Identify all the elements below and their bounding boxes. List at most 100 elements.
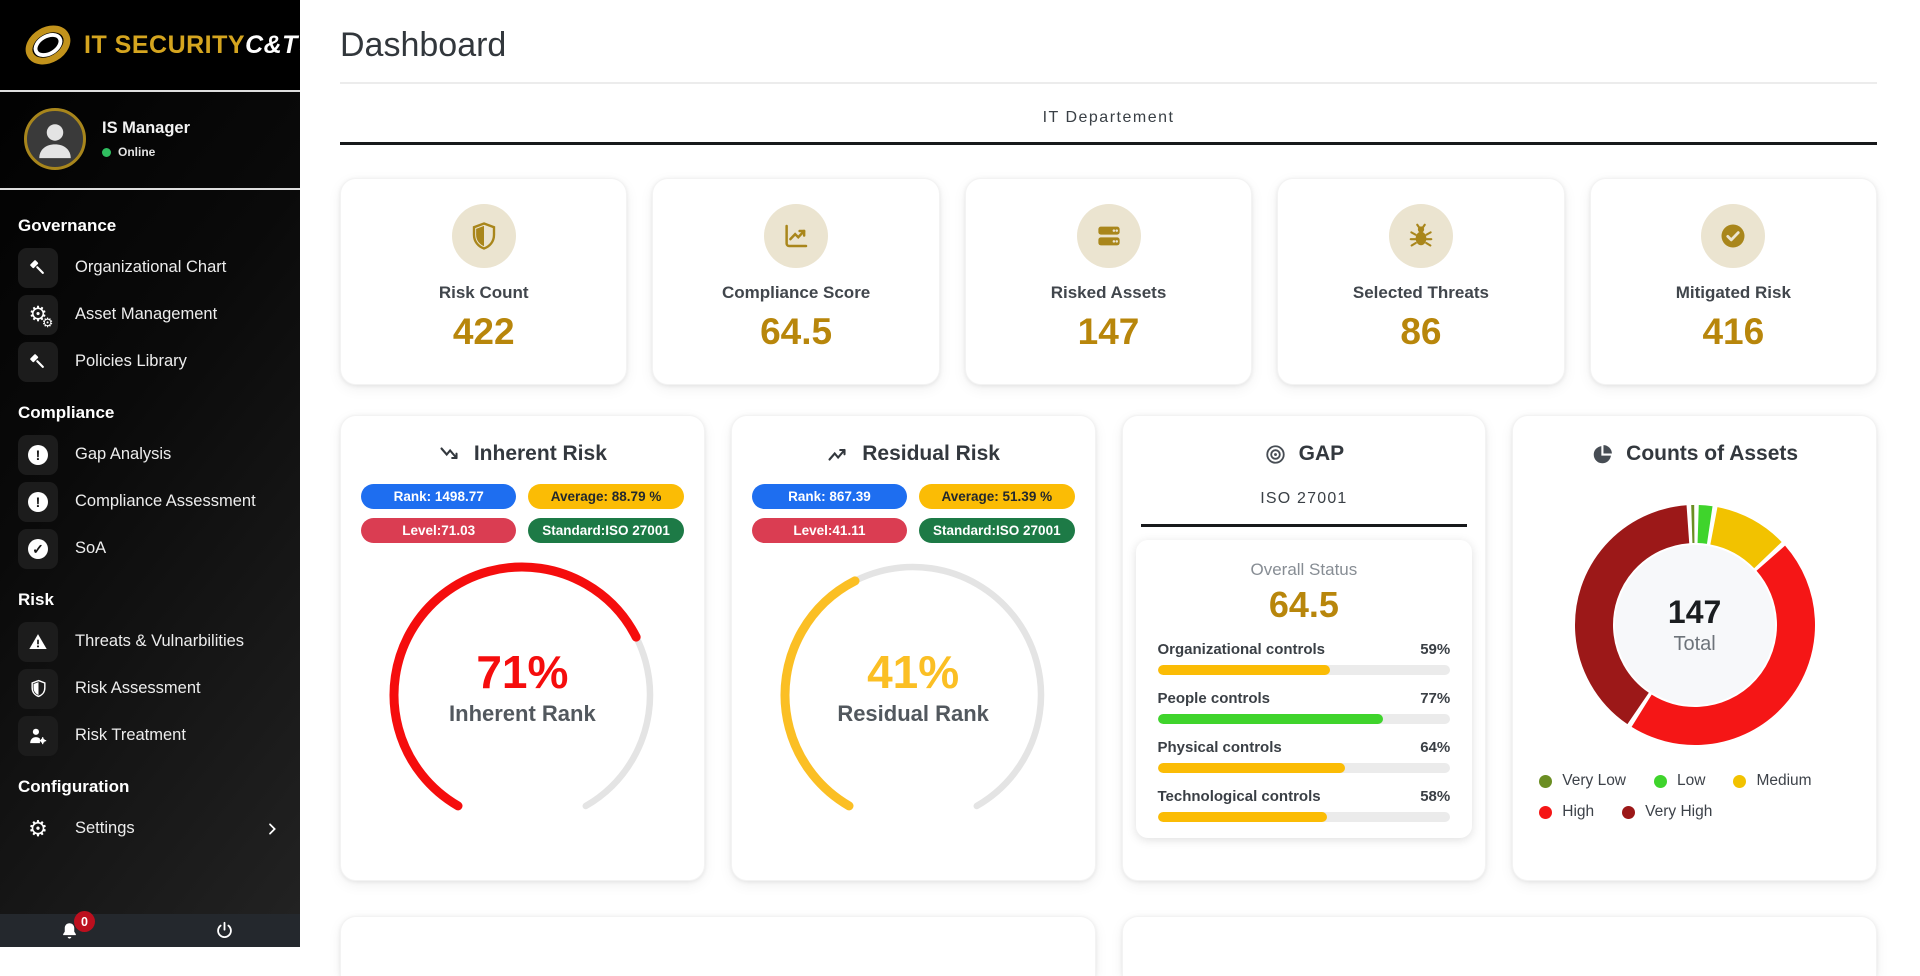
sidebar-item-gap-analysis[interactable]: ! Gap Analysis: [0, 431, 300, 478]
stat-card-risk-count: Risk Count 422: [340, 178, 628, 385]
user-gear-icon: [18, 715, 58, 756]
exclamation-circle-icon: !: [18, 434, 58, 475]
counts-of-assets-title: Counts of Assets: [1513, 442, 1876, 466]
level-badge: Level:41.11: [751, 518, 908, 543]
main-content: Dashboard IT Departement Risk Count 422: [300, 0, 1920, 976]
assets-total-label: Total: [1673, 633, 1716, 655]
sidebar-close-icon[interactable]: ×: [297, 30, 314, 60]
server-icon: [1076, 204, 1141, 268]
stat-card-selected-threats: Selected Threats 86: [1277, 178, 1565, 385]
sidebar-item-policies-library[interactable]: Policies Library: [0, 338, 300, 385]
gauge-label: Inherent Rank: [449, 701, 596, 726]
bottom-card-right: [1121, 916, 1877, 976]
brand-title: IT SECURITYC&T: [84, 30, 298, 59]
stat-label: Compliance Score: [721, 283, 871, 302]
control-percent: 59%: [1420, 641, 1451, 658]
exclamation-circle-icon: !: [18, 481, 58, 522]
sidebar-item-label: Organizational Chart: [75, 258, 227, 276]
residual-risk-card: Residual Risk Rank: 867.39 Average: 51.3…: [730, 415, 1096, 881]
control-label: People controls: [1157, 690, 1271, 707]
control-label: Physical controls: [1157, 739, 1282, 756]
gap-title: GAP: [1123, 442, 1486, 466]
progress-fill: [1157, 665, 1331, 675]
progress-track: [1157, 763, 1451, 773]
residual-risk-badges: Rank: 867.39 Average: 51.39 % Level:41.1…: [751, 484, 1075, 543]
assets-total-value: 147: [1667, 594, 1722, 630]
standard-badge: Standard:ISO 27001: [919, 518, 1075, 543]
control-percent: 64%: [1420, 739, 1451, 756]
sidebar-item-label: Risk Treatment: [75, 726, 186, 744]
stat-value: 86: [1400, 311, 1442, 352]
sidebar-item-label: Policies Library: [75, 352, 187, 370]
sidebar-item-compliance-assessment[interactable]: ! Compliance Assessment: [0, 478, 300, 525]
chevron-right-icon[interactable]: [264, 821, 280, 837]
stat-label: Selected Threats: [1352, 283, 1489, 302]
sidebar-item-risk-assessment[interactable]: Risk Assessment: [0, 665, 300, 712]
user-profile[interactable]: IS Manager Online: [0, 92, 300, 190]
rank-badge: Rank: 1498.77: [361, 484, 517, 509]
control-bar-row: Physical controls 64%: [1157, 739, 1451, 773]
inherent-risk-badges: Rank: 1498.77 Average: 88.79 % Level:71.…: [361, 484, 684, 543]
warning-triangle-icon: [18, 621, 58, 662]
overall-status-label: Overall Status: [1250, 560, 1358, 579]
gap-tab-underline: [1140, 524, 1468, 527]
bottom-cards-row: [340, 916, 1877, 976]
progress-fill: [1157, 714, 1383, 724]
charts-row: Inherent Risk Rank: 1498.77 Average: 88.…: [340, 415, 1877, 881]
progress-fill: [1157, 812, 1328, 822]
control-label: Organizational controls: [1157, 641, 1326, 658]
average-badge: Average: 51.39 %: [919, 484, 1075, 509]
online-status-dot: [102, 147, 111, 157]
residual-risk-title: Residual Risk: [732, 442, 1095, 466]
progress-track: [1157, 714, 1451, 724]
bullseye-icon: [1264, 443, 1287, 466]
assets-legend: Very Low Low Medium High Very High: [1539, 772, 1866, 821]
sidebar-item-label: Compliance Assessment: [75, 492, 256, 510]
sidebar-item-label: SoA: [75, 539, 107, 557]
power-icon[interactable]: [215, 921, 234, 940]
sidebar-item-label: Settings: [75, 819, 135, 837]
stat-value: 147: [1077, 311, 1140, 352]
sidebar-item-asset-management[interactable]: ⚙ ⚙ Asset Management: [0, 291, 300, 338]
control-label: Technological controls: [1157, 788, 1321, 805]
sidebar-item-soa[interactable]: ✓ SoA: [0, 525, 300, 572]
sidebar-item-organizational-chart[interactable]: Organizational Chart: [0, 244, 300, 291]
trend-down-icon: [438, 442, 462, 466]
gauge-label: Residual Rank: [837, 701, 989, 726]
stat-value: 422: [452, 311, 515, 352]
sidebar-item-threats-vulnerabilities[interactable]: Threats & Vulnarbilities: [0, 618, 300, 665]
stat-card-risked-assets: Risked Assets 147: [964, 178, 1253, 385]
legend-item-very-low: Very Low: [1539, 772, 1626, 790]
profile-name: IS Manager: [102, 119, 191, 137]
inherent-risk-title: Inherent Risk: [341, 442, 704, 466]
avatar: [24, 108, 86, 170]
stats-row: Risk Count 422 Compliance Score 64.5: [340, 178, 1878, 385]
gavel-icon: [18, 341, 58, 382]
nav-section-compliance: Compliance: [18, 403, 115, 422]
progress-track: [1157, 812, 1451, 822]
stat-label: Mitigated Risk: [1675, 283, 1791, 302]
sidebar-item-settings[interactable]: ⚙ Settings: [0, 805, 300, 852]
sidebar-item-label: Gap Analysis: [75, 445, 172, 463]
level-badge: Level:71.03: [361, 518, 517, 543]
control-bar-row: Organizational controls 59%: [1157, 641, 1451, 675]
control-percent: 77%: [1420, 690, 1451, 707]
trend-up-icon: [826, 442, 850, 466]
sidebar-item-risk-treatment[interactable]: Risk Treatment: [0, 712, 300, 759]
stat-value: 416: [1702, 311, 1765, 352]
progress-track: [1157, 665, 1451, 675]
legend-item-high: High: [1539, 803, 1594, 821]
tab-it-departement[interactable]: IT Departement: [340, 84, 1877, 145]
control-bar-row: Technological controls 58%: [1157, 788, 1451, 822]
shield-half-icon: [18, 668, 58, 709]
inherent-risk-card: Inherent Risk Rank: 1498.77 Average: 88.…: [340, 415, 705, 881]
sidebar-footer: 0: [0, 911, 300, 947]
gears-icon: ⚙ ⚙: [18, 294, 58, 335]
gap-card: GAP ISO 27001 Overall Status 64.5 Organi…: [1121, 415, 1487, 881]
bottom-card-left: [340, 916, 1096, 976]
sidebar-item-label: Asset Management: [75, 305, 218, 323]
notifications-bell-icon[interactable]: 0: [60, 911, 95, 940]
tab-iso-27001[interactable]: ISO 27001: [1260, 490, 1348, 507]
rank-badge: Rank: 867.39: [751, 484, 908, 509]
legend-item-medium: Medium: [1733, 772, 1812, 790]
